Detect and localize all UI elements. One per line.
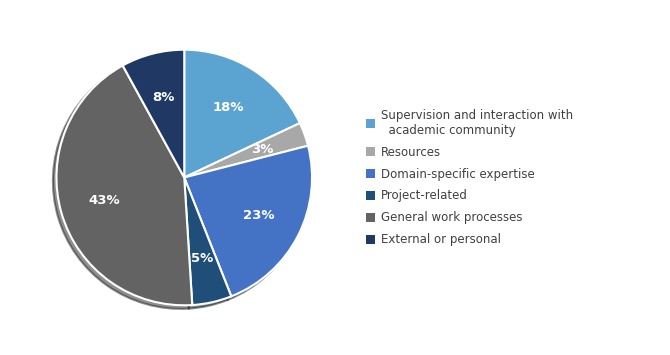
Wedge shape [184, 50, 300, 178]
Text: 5%: 5% [191, 252, 214, 265]
Text: 18%: 18% [213, 101, 245, 114]
Wedge shape [184, 146, 312, 296]
Wedge shape [56, 66, 192, 305]
Wedge shape [184, 178, 231, 305]
Text: 8%: 8% [152, 91, 175, 104]
Legend: Supervision and interaction with
  academic community, Resources, Domain-specifi: Supervision and interaction with academi… [366, 109, 574, 246]
Wedge shape [184, 123, 308, 178]
Wedge shape [123, 50, 184, 178]
Text: 3%: 3% [251, 143, 273, 156]
Text: 23%: 23% [243, 209, 274, 222]
Text: 43%: 43% [88, 194, 121, 207]
